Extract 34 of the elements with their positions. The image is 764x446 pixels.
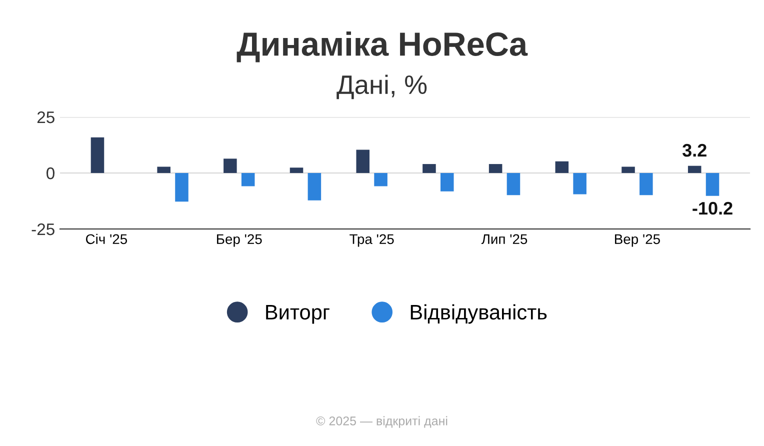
bar — [706, 173, 720, 196]
text: © 2025 — відкриті дані — [316, 416, 448, 428]
x-tick-label: Січ '25 — [86, 234, 128, 244]
bar — [640, 173, 653, 196]
legend-label: Відвідуваність — [410, 304, 547, 324]
bar — [374, 173, 388, 186]
x-tick-label: Вер '25 — [615, 234, 660, 247]
y-tick-label: -25 — [32, 223, 54, 236]
bar — [175, 173, 188, 202]
bar — [308, 173, 322, 200]
bar — [90, 137, 104, 173]
bar — [356, 150, 370, 173]
bar — [506, 173, 520, 196]
x-tick-label: Лип '25 — [481, 234, 528, 244]
x-tick-label: Тра '25 — [350, 234, 394, 247]
bar — [573, 173, 586, 194]
data-label: 3.2 — [682, 144, 706, 157]
bar — [157, 166, 170, 173]
bar — [241, 173, 255, 186]
bar — [688, 166, 702, 173]
y-tick-label: 0 — [46, 167, 54, 180]
data-label: -10.2 — [692, 202, 732, 215]
bar — [440, 173, 454, 192]
bar — [622, 166, 635, 173]
chart-subtitle: Дані, % — [336, 74, 427, 100]
bar — [488, 164, 502, 173]
x-tick-label: Бер '25 — [217, 234, 262, 247]
bar — [555, 161, 569, 173]
bar — [224, 158, 237, 173]
chart-title: Динаміка HoReCa — [236, 31, 528, 62]
bar — [422, 164, 436, 173]
bar — [290, 168, 304, 173]
legend-label: Виторг — [266, 305, 330, 324]
y-tick-label: 25 — [37, 111, 54, 124]
